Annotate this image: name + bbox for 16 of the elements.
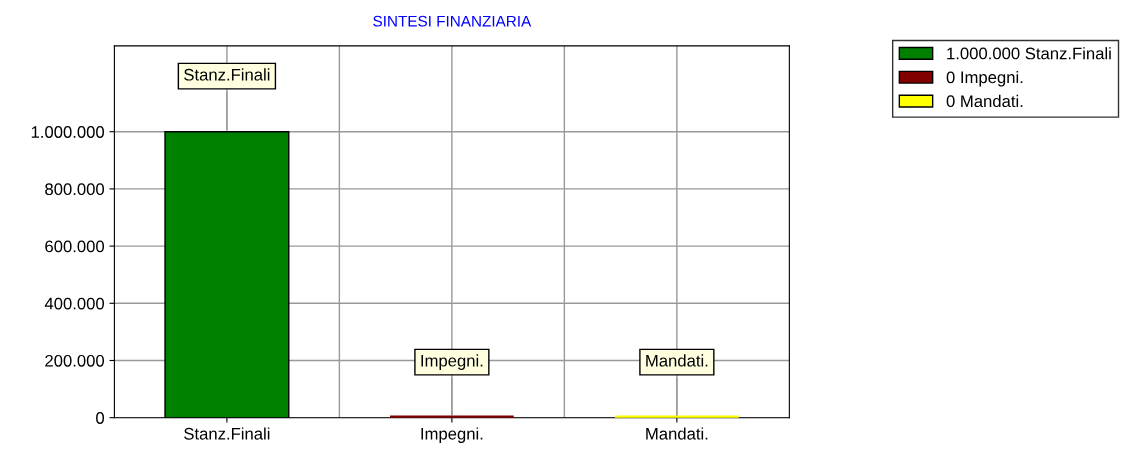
y-tick-label: 600.000 [45,240,105,253]
legend-label: 0 Impegni. [946,71,1023,87]
x-tick-label: Impegni. [421,427,483,443]
annotation: Stanz.Finali [184,68,270,81]
y-tick-label: 1.000.000 [31,126,105,138]
y-tick-label: 200.000 [45,354,105,367]
y-tick-label: 400.000 [44,297,105,310]
annotation: Impegni. [421,354,483,370]
annotation: Mandati. [646,354,708,367]
chart-title: SINTESI FINANZIARIA [373,15,532,27]
y-tick-label: 800.000 [45,183,105,196]
legend-label: 1.000.000 Stanz.Finali [947,47,1111,60]
y-tick-label: 0 [96,412,105,424]
legend-label: 0 Mandati. [946,94,1023,108]
x-tick-label: Stanz.Finali [184,427,270,440]
x-tick-label: Mandati. [646,427,708,440]
